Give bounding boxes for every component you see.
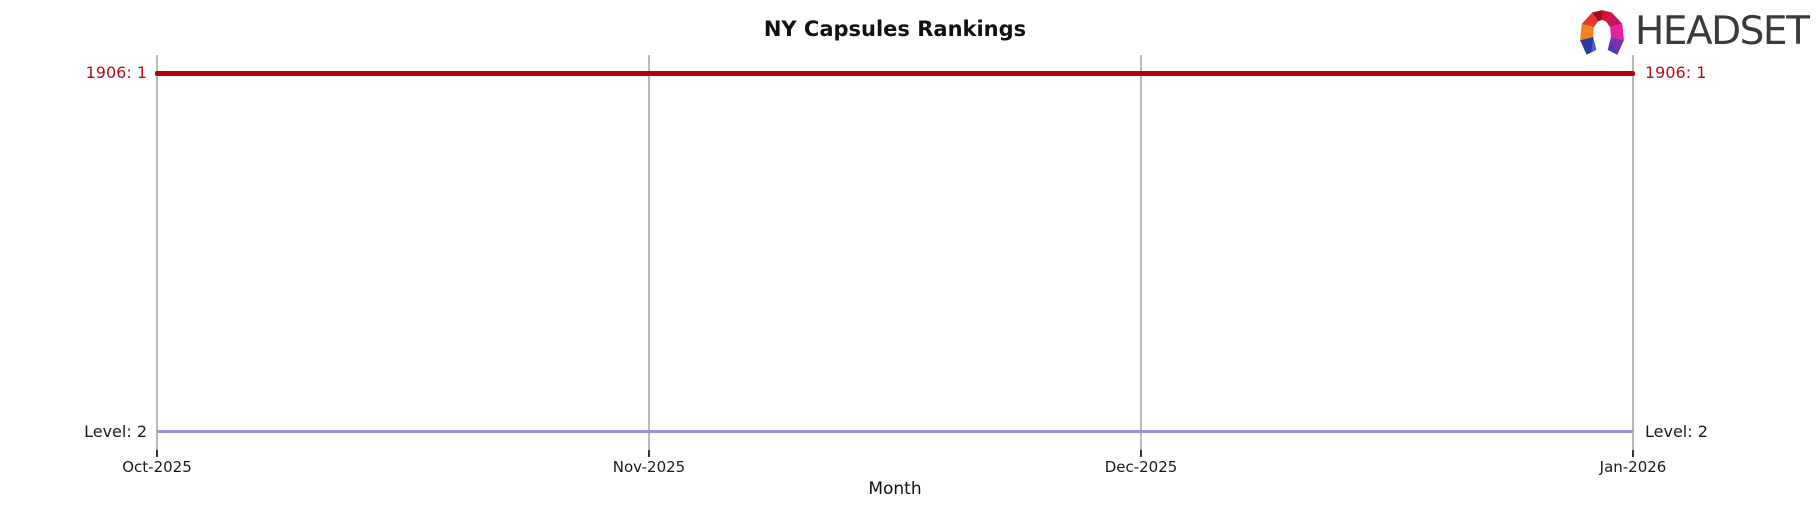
gridline-dec-2025: [1140, 55, 1142, 450]
xtick-label-nov-2025: Nov-2025: [612, 458, 686, 476]
series-label-1906-right: 1906: 1: [1645, 63, 1707, 82]
series-line-level: [157, 430, 1633, 433]
series-line-1906: [155, 71, 1635, 76]
chart-title: NY Capsules Rankings: [763, 17, 1027, 41]
xtick-oct-2025: [156, 450, 158, 457]
xtick-dec-2025: [1140, 450, 1142, 457]
xtick-label-oct-2025: Oct-2025: [122, 458, 192, 476]
series-label-level-left: Level: 2: [84, 422, 147, 441]
xtick-label-jan-2026: Jan-2026: [1599, 458, 1667, 476]
gridline-jan-2026: [1632, 55, 1634, 450]
headset-logo-icon: [1580, 10, 1624, 55]
series-label-1906-left: 1906: 1: [85, 63, 147, 82]
gridline-nov-2025: [648, 55, 650, 450]
xtick-label-dec-2025: Dec-2025: [1104, 458, 1178, 476]
xtick-nov-2025: [648, 450, 650, 457]
headset-logo: HEADSET: [1576, 4, 1810, 60]
xtick-jan-2026: [1632, 450, 1634, 457]
gridline-oct-2025: [156, 55, 158, 450]
headset-logo-text: HEADSET: [1635, 9, 1810, 54]
series-label-level-right: Level: 2: [1645, 422, 1708, 441]
xaxis-label: Month: [868, 479, 922, 499]
